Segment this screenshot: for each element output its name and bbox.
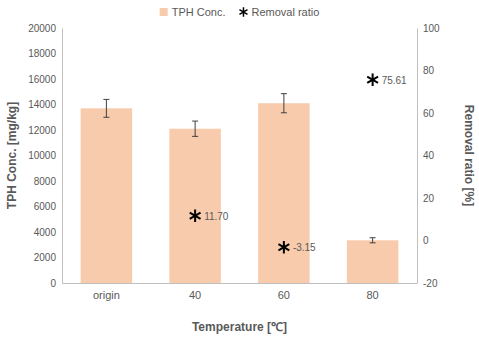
data-labels: 11.70 -3.15 75.61 [204, 75, 407, 253]
x-axis-title: Temperature [℃] [192, 320, 287, 334]
tick-label: 40 [423, 150, 435, 161]
bar [169, 129, 220, 283]
legend-label: Removal ratio [251, 6, 319, 18]
bar [258, 103, 309, 283]
tick: 60 [278, 283, 290, 301]
bar [347, 240, 398, 283]
tick-label: 18000 [28, 48, 56, 59]
axis-line [417, 29, 418, 284]
axis-line [62, 29, 63, 284]
tick-label: 16000 [28, 74, 56, 85]
tick-label: 6000 [34, 201, 57, 212]
error-bar [103, 99, 109, 117]
chart: 0 2000 4000 6000 8000 10000 12000 14000 16000 180… [0, 0, 479, 345]
y2-axis: -20 0 20 40 60 80 100 [417, 23, 440, 289]
tick: 100 [417, 23, 440, 34]
tick-label: 100 [423, 23, 440, 34]
legend-swatch [160, 8, 168, 16]
error-bar [281, 94, 287, 113]
tick: 40 [189, 283, 201, 301]
tick: 80 [417, 65, 435, 76]
tick: 10000 [28, 150, 62, 161]
axis-line [63, 283, 418, 284]
tick-label: 60 [278, 289, 290, 301]
marker [190, 209, 201, 222]
tick-label: 12000 [28, 125, 56, 136]
bar [81, 108, 132, 283]
data-label: 75.61 [382, 75, 407, 86]
tick: 80 [367, 283, 379, 301]
legend-label: TPH Conc. [172, 6, 226, 18]
legend-item: Removal ratio [239, 6, 319, 18]
tick-label: 10000 [28, 150, 56, 161]
legend: TPH Conc. Removal ratio [160, 6, 320, 18]
marker [367, 74, 378, 87]
tick-label: 14000 [28, 99, 56, 110]
data-label: 11.70 [204, 211, 229, 222]
tick: 20 [417, 193, 435, 204]
tick-label: 0 [50, 278, 56, 289]
tick: 16000 [28, 74, 62, 85]
tick-label: 80 [423, 65, 435, 76]
tick-label: 20 [423, 193, 435, 204]
tick-label: 20000 [28, 23, 56, 34]
tick-label: 2000 [34, 252, 57, 263]
tick-label: 4000 [34, 227, 57, 238]
tick: 60 [417, 108, 435, 119]
tick: 0 [50, 278, 62, 289]
marker [278, 241, 289, 254]
tick-label: origin [93, 289, 120, 301]
tick-label: 0 [423, 235, 429, 246]
marks [81, 74, 399, 283]
tick: 14000 [28, 99, 62, 110]
tick-label: 8000 [34, 176, 57, 187]
tick-label: 60 [423, 108, 435, 119]
data-label: -3.15 [293, 242, 316, 253]
plot-area: 0 2000 4000 6000 8000 10000 12000 14000 16000 180… [28, 23, 440, 301]
tick: 0 [417, 235, 429, 246]
legend-swatch [239, 7, 247, 16]
x-axis: origin 40 60 80 [63, 283, 418, 301]
legend-item: TPH Conc. [160, 6, 226, 18]
tick: 6000 [34, 201, 62, 212]
tick-label: 80 [367, 289, 379, 301]
tick: 20000 [28, 23, 62, 34]
error-bar [192, 121, 198, 136]
tick: 12000 [28, 125, 62, 136]
tick: 2000 [34, 252, 62, 263]
tick: -20 [417, 278, 438, 289]
tick: 8000 [34, 176, 62, 187]
tick: origin [93, 283, 120, 301]
tick: 4000 [34, 227, 62, 238]
y-axis: 0 2000 4000 6000 8000 10000 12000 14000 16000 180… [28, 23, 62, 289]
error-bar [370, 238, 376, 243]
tick: 40 [417, 150, 435, 161]
tick-label: -20 [423, 278, 438, 289]
tick: 18000 [28, 48, 62, 59]
y-axis-title: TPH Conc. [mg/kg] [5, 102, 19, 209]
y2-axis-title: Removal ratio [%] [462, 105, 476, 206]
tick-label: 40 [189, 289, 201, 301]
